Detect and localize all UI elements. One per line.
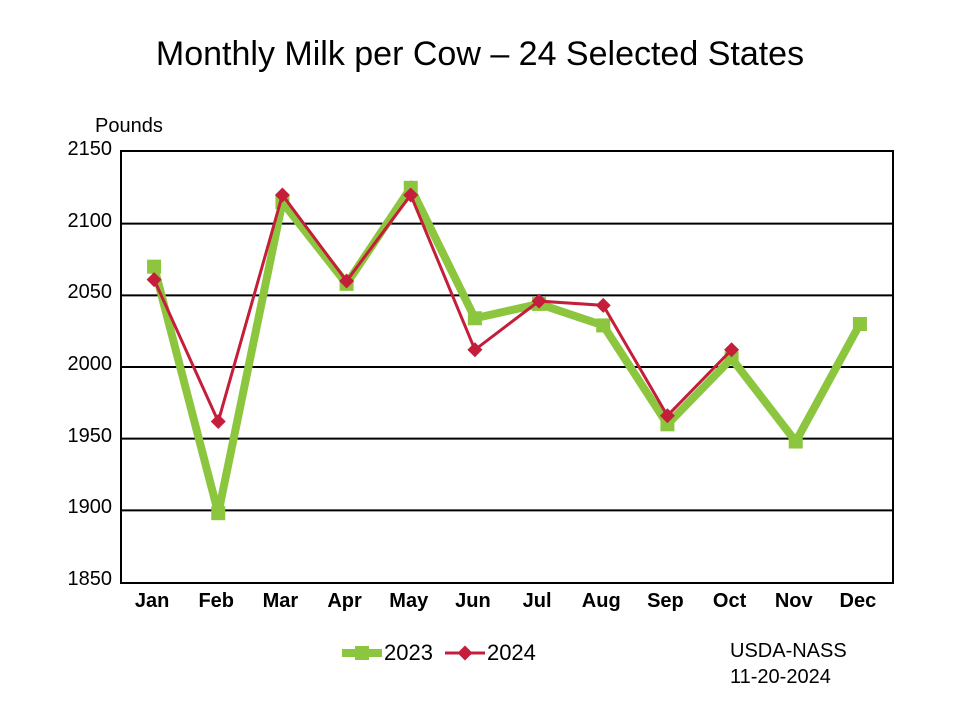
y-tick-label: 1900 <box>52 496 112 519</box>
marker-2023 <box>211 506 225 520</box>
x-tick-label: Oct <box>700 590 760 613</box>
y-tick-label: 1850 <box>52 568 112 591</box>
x-tick-label: Apr <box>315 590 375 613</box>
marker-2023 <box>596 318 610 332</box>
marker-2023 <box>853 317 867 331</box>
x-tick-label: Jan <box>122 590 182 613</box>
chart-title: Monthly Milk per Cow – 24 Selected State… <box>0 35 960 74</box>
x-tick-label: May <box>379 590 439 613</box>
x-tick-label: Feb <box>186 590 246 613</box>
footer-source: USDA-NASS <box>730 638 847 664</box>
y-axis-label: Pounds <box>95 115 163 138</box>
y-tick-label: 2100 <box>52 210 112 233</box>
series-line-2023 <box>154 188 860 513</box>
legend-label: 2024 <box>487 640 536 666</box>
x-tick-label: Jul <box>507 590 567 613</box>
x-tick-label: Sep <box>635 590 695 613</box>
marker-2024 <box>211 414 226 429</box>
marker-2023 <box>147 260 161 274</box>
marker-2023 <box>468 311 482 325</box>
footer-date: 11-20-2024 <box>730 664 847 690</box>
x-tick-label: Dec <box>828 590 888 613</box>
legend-item-2023: 2023 <box>340 640 433 666</box>
x-tick-label: Aug <box>571 590 631 613</box>
x-tick-label: Jun <box>443 590 503 613</box>
y-tick-label: 2150 <box>52 138 112 161</box>
y-tick-label: 1950 <box>52 425 112 448</box>
series-layer <box>122 152 892 582</box>
x-tick-label: Mar <box>250 590 310 613</box>
marker-2024 <box>596 298 611 313</box>
marker-2023 <box>789 435 803 449</box>
x-tick-label: Nov <box>764 590 824 613</box>
legend: 2023 2024 <box>340 640 546 668</box>
legend-label: 2023 <box>384 640 433 666</box>
legend-item-2024: 2024 <box>443 640 536 666</box>
y-tick-label: 2000 <box>52 353 112 376</box>
footer: USDA-NASS 11-20-2024 <box>730 638 847 690</box>
plot-area <box>120 150 894 584</box>
y-tick-label: 2050 <box>52 281 112 304</box>
